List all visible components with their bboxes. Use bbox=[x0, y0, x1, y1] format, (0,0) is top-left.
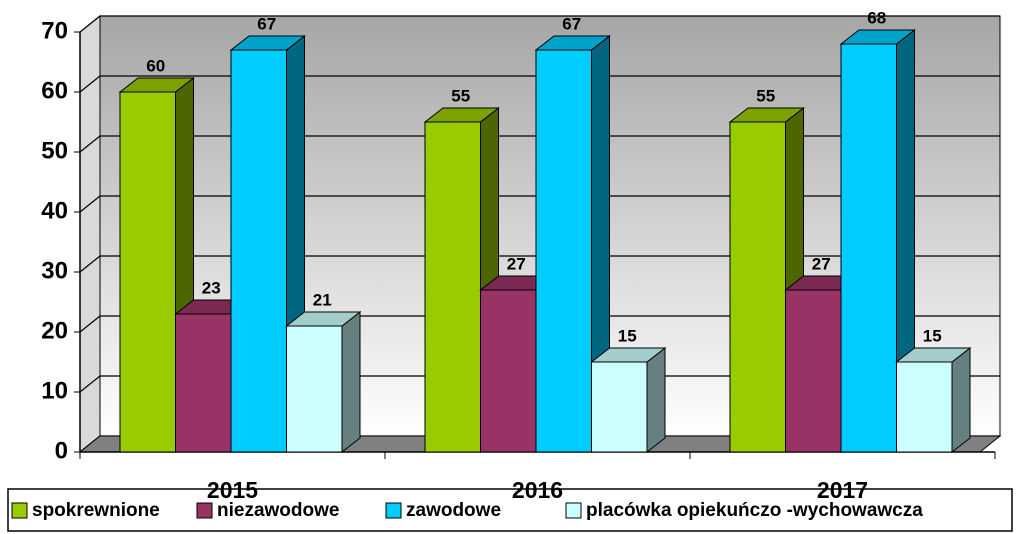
value-label: 55 bbox=[451, 86, 470, 105]
value-label: 67 bbox=[257, 14, 276, 33]
y-tick-label: 70 bbox=[41, 17, 68, 44]
legend-label: zawodowe bbox=[406, 500, 501, 521]
bar-front bbox=[286, 325, 343, 453]
value-label: 27 bbox=[507, 254, 526, 273]
x-tick-label: 2017 bbox=[817, 477, 868, 503]
bar-front bbox=[535, 49, 592, 453]
bar bbox=[285, 310, 362, 454]
bar-front bbox=[175, 313, 232, 453]
y-tick-label: 60 bbox=[41, 77, 68, 104]
grid-line bbox=[79, 375, 1000, 393]
bar bbox=[839, 28, 916, 454]
y-tick-label: 10 bbox=[41, 377, 68, 404]
x-tick-label: 2016 bbox=[512, 477, 563, 503]
value-label: 55 bbox=[756, 86, 775, 105]
grid-line bbox=[79, 75, 1000, 93]
value-label: 67 bbox=[562, 14, 581, 33]
bar bbox=[590, 346, 667, 454]
bar-front bbox=[480, 289, 537, 453]
bar-front bbox=[896, 361, 953, 453]
value-label: 60 bbox=[146, 56, 165, 75]
bar-front bbox=[729, 121, 786, 453]
y-tick-label: 40 bbox=[41, 197, 68, 224]
side-wall bbox=[79, 14, 101, 454]
y-tick-label: 0 bbox=[55, 437, 68, 464]
y-tick-label: 30 bbox=[41, 257, 68, 284]
value-label: 21 bbox=[313, 290, 332, 309]
bar-front bbox=[424, 121, 481, 453]
legend-swatch bbox=[196, 502, 213, 519]
grid-line bbox=[79, 195, 1000, 213]
legend-box bbox=[7, 488, 1013, 532]
grid-line bbox=[79, 315, 1000, 333]
legend-swatch bbox=[565, 502, 582, 519]
value-label: 15 bbox=[618, 326, 637, 345]
grid-line bbox=[79, 15, 1000, 33]
bar-front bbox=[230, 49, 287, 453]
grid-line bbox=[79, 255, 1000, 273]
legend-label: niezawodowe bbox=[217, 500, 339, 521]
bar-side bbox=[646, 346, 666, 454]
value-label: 68 bbox=[867, 8, 886, 27]
bar-front bbox=[785, 289, 842, 453]
value-label: 15 bbox=[923, 326, 942, 345]
bar-side bbox=[341, 310, 361, 454]
y-tick-label: 50 bbox=[41, 137, 68, 164]
bar-front bbox=[119, 91, 176, 453]
x-tick-label: 2015 bbox=[207, 477, 258, 503]
y-tick-label: 20 bbox=[41, 317, 68, 344]
legend-label: spokrewnione bbox=[32, 500, 160, 521]
bar-front bbox=[591, 361, 648, 453]
legend-swatch bbox=[11, 502, 28, 519]
value-label: 23 bbox=[202, 278, 221, 297]
grid-line bbox=[79, 135, 1000, 153]
legend-swatch bbox=[385, 502, 402, 519]
bar bbox=[895, 346, 972, 454]
bar-front bbox=[840, 43, 897, 453]
value-label: 27 bbox=[812, 254, 831, 273]
legend-label: placówka opiekuńczo -wychowawcza bbox=[586, 500, 923, 521]
bar-side bbox=[951, 346, 971, 454]
bar bbox=[534, 34, 611, 454]
